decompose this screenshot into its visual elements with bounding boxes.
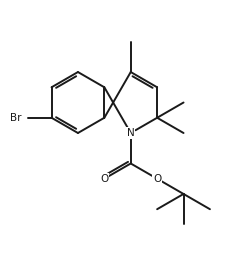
Text: O: O	[100, 174, 109, 184]
Text: N: N	[127, 128, 135, 138]
Text: Br: Br	[9, 113, 21, 123]
Text: O: O	[153, 174, 161, 184]
